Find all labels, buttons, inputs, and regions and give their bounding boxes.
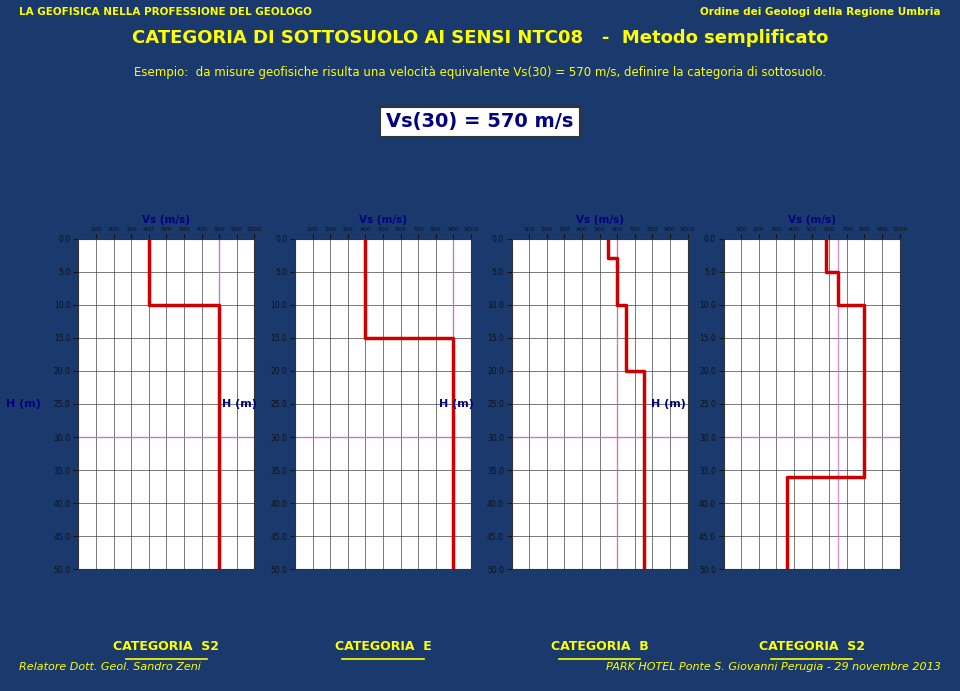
- Y-axis label: H (m): H (m): [439, 399, 474, 409]
- Text: CATEGORIA  E: CATEGORIA E: [335, 640, 431, 652]
- X-axis label: Vs (m/s): Vs (m/s): [576, 215, 624, 225]
- Y-axis label: H (m): H (m): [223, 399, 257, 409]
- Text: Ordine dei Geologi della Regione Umbria: Ordine dei Geologi della Regione Umbria: [700, 7, 941, 17]
- Text: CATEGORIA  S2: CATEGORIA S2: [758, 640, 865, 652]
- X-axis label: Vs (m/s): Vs (m/s): [787, 215, 835, 225]
- Y-axis label: H (m): H (m): [6, 399, 40, 409]
- Text: Vs(30) = 570 m/s: Vs(30) = 570 m/s: [386, 113, 574, 131]
- Text: LA GEOFISICA NELLA PROFESSIONE DEL GEOLOGO: LA GEOFISICA NELLA PROFESSIONE DEL GEOLO…: [19, 7, 312, 17]
- Text: PARK HOTEL Ponte S. Giovanni Perugia - 29 novembre 2013: PARK HOTEL Ponte S. Giovanni Perugia - 2…: [606, 662, 941, 672]
- Text: Relatore Dott. Geol. Sandro Zeni: Relatore Dott. Geol. Sandro Zeni: [19, 662, 201, 672]
- Text: Esempio:  da misure geofisiche risulta una velocità equivalente Vs(30) = 570 m/s: Esempio: da misure geofisiche risulta un…: [134, 66, 826, 79]
- X-axis label: Vs (m/s): Vs (m/s): [359, 215, 407, 225]
- Y-axis label: H (m): H (m): [651, 399, 685, 409]
- Text: CATEGORIA  S2: CATEGORIA S2: [113, 640, 220, 652]
- Text: CATEGORIA  B: CATEGORIA B: [551, 640, 648, 652]
- Text: CATEGORIA DI SOTTOSUOLO AI SENSI NTC08   -  Metodo semplificato: CATEGORIA DI SOTTOSUOLO AI SENSI NTC08 -…: [132, 29, 828, 47]
- X-axis label: Vs (m/s): Vs (m/s): [142, 215, 190, 225]
